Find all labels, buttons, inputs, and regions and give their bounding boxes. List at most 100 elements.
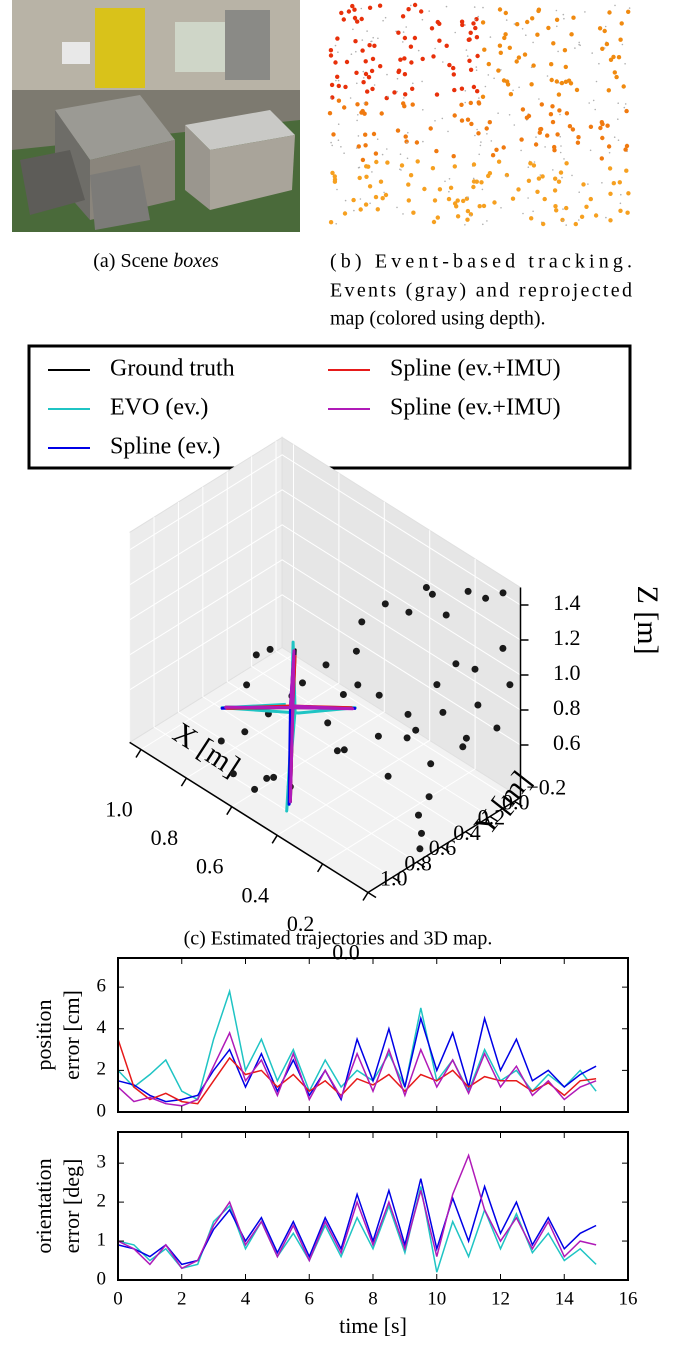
event-dot [526, 178, 532, 183]
event-dot [607, 166, 613, 171]
event-dot [343, 152, 345, 154]
event-dot [490, 140, 493, 142]
event-dot [555, 132, 560, 137]
y-tick-label: −0.2 [526, 774, 566, 799]
event-dot [386, 148, 388, 150]
event-dot [471, 162, 477, 167]
event-dot [459, 102, 464, 108]
event-dot [446, 196, 452, 202]
event-dot [328, 53, 334, 58]
event-dot [468, 30, 473, 35]
event-dot [434, 120, 436, 122]
event-dot [520, 107, 526, 112]
event-dot [512, 89, 514, 92]
event-dot [459, 86, 465, 91]
event-dot [480, 141, 482, 143]
event-dot [396, 90, 398, 93]
event-dot [501, 145, 506, 150]
event-dot [337, 123, 340, 125]
event-dot [619, 202, 622, 205]
x-tick-label: 0.2 [287, 911, 315, 936]
x-axis-label: time [s] [339, 1313, 407, 1338]
event-dot [403, 97, 405, 99]
map-point [428, 590, 436, 598]
event-dot [487, 74, 490, 76]
event-dot [431, 54, 436, 59]
event-dot [437, 187, 443, 192]
event-dot [451, 65, 456, 71]
event-dot [623, 147, 628, 152]
event-dot [355, 147, 358, 149]
event-dot [335, 74, 340, 80]
event-dot [421, 80, 423, 83]
event-dot [525, 34, 527, 36]
event-dot [333, 60, 338, 65]
event-dot [608, 57, 614, 62]
event-dot [352, 7, 357, 12]
event-dot [536, 8, 541, 14]
event-dot [434, 92, 440, 97]
event-dot [382, 19, 384, 22]
x-tick-label: 0 [113, 1288, 123, 1309]
event-dot [535, 32, 540, 37]
event-dot [503, 32, 508, 37]
event-dot [447, 62, 452, 68]
event-dot [455, 198, 460, 203]
event-dot [614, 74, 619, 80]
event-dot [624, 63, 626, 65]
event-dot [410, 4, 412, 7]
map-point [404, 710, 412, 718]
event-dot [552, 169, 554, 171]
event-dot [489, 36, 492, 38]
event-dot [377, 3, 383, 8]
map-point [452, 660, 460, 668]
event-dot [508, 92, 514, 97]
event-dot [409, 60, 414, 65]
caption-c: (c) Estimated trajectories and 3D map. [184, 928, 493, 950]
plot-frame [117, 1131, 629, 1281]
event-dot [625, 210, 630, 215]
map-point [442, 611, 450, 619]
event-dot [465, 217, 470, 222]
event-dot [364, 164, 369, 169]
event-dot [464, 24, 466, 26]
event-dot [461, 198, 466, 204]
event-dot [607, 10, 612, 15]
event-dot [480, 20, 486, 25]
event-dot [554, 17, 560, 22]
event-dot [510, 196, 516, 201]
event-dot [519, 137, 524, 142]
map-point [459, 743, 467, 751]
event-dot [336, 98, 342, 103]
event-dot [562, 48, 568, 53]
event-dot [611, 54, 616, 60]
event-dot [525, 19, 530, 25]
y-axis-label: error [deg] [59, 1159, 84, 1254]
scene-photo [12, 0, 300, 232]
event-dot [567, 124, 573, 129]
event-dot [578, 191, 580, 193]
series-line [117, 1178, 597, 1266]
legend-label: Spline (ev.+IMU) [390, 356, 561, 382]
event-dot [355, 19, 360, 24]
event-dot [398, 57, 403, 62]
event-dot [593, 213, 599, 218]
event-dot [360, 48, 365, 53]
event-dot [564, 111, 570, 116]
event-dot [621, 43, 624, 46]
event-image [318, 0, 632, 232]
event-dot [408, 173, 414, 178]
event-dot [396, 69, 401, 75]
y-axis-label: position [31, 1000, 56, 1071]
y-tick [465, 831, 474, 838]
event-dot [361, 39, 364, 41]
event-dot [604, 41, 610, 47]
y-tick-label: 2 [97, 1059, 107, 1080]
map-point [270, 773, 278, 781]
y-tick-label: 4 [97, 1017, 107, 1038]
event-dot [383, 191, 385, 194]
map-point [474, 701, 482, 709]
event-dot [359, 198, 362, 200]
event-dot [460, 22, 465, 28]
event-dot [383, 192, 389, 198]
